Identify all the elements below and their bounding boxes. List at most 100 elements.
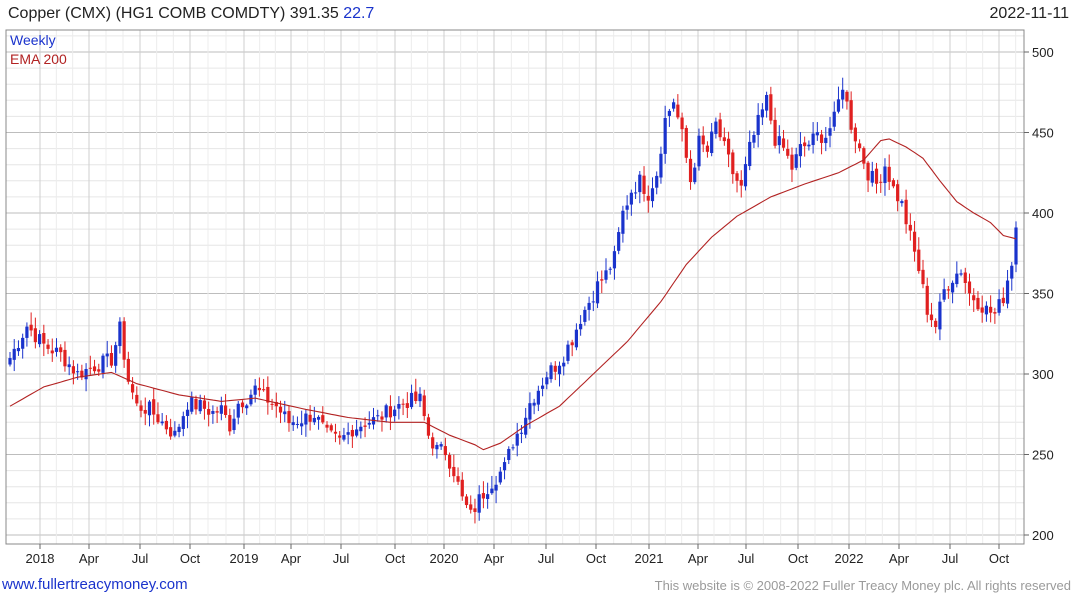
candle-body bbox=[684, 127, 688, 158]
candle-body bbox=[304, 413, 308, 425]
candle-body bbox=[88, 367, 92, 369]
candle-body bbox=[156, 414, 160, 423]
candle-body bbox=[422, 395, 426, 417]
candle-body bbox=[595, 281, 600, 304]
candle-body bbox=[760, 109, 764, 118]
candle-body bbox=[278, 406, 283, 413]
candle-body bbox=[270, 403, 274, 405]
candle-body bbox=[688, 158, 693, 183]
candle-body bbox=[811, 133, 815, 146]
chart-date: 2022-11-11 bbox=[989, 5, 1069, 22]
candle-body bbox=[629, 192, 633, 205]
x-tick-label: 2020 bbox=[430, 551, 459, 566]
candle-body bbox=[807, 144, 811, 147]
candle-body bbox=[773, 119, 777, 146]
candle-body bbox=[114, 345, 118, 366]
candle-body bbox=[92, 366, 97, 372]
candle-body bbox=[71, 366, 76, 374]
candle-body bbox=[583, 309, 587, 322]
candle-body bbox=[608, 268, 612, 270]
candle-body bbox=[540, 385, 545, 389]
candle-body bbox=[967, 281, 972, 294]
candle-body bbox=[781, 138, 786, 148]
candle-body bbox=[858, 143, 862, 149]
candle-body bbox=[874, 168, 879, 184]
candle-body bbox=[587, 302, 591, 310]
candle-body bbox=[198, 400, 202, 412]
candle-body bbox=[697, 135, 701, 167]
candle-body bbox=[498, 471, 502, 483]
candle-body bbox=[824, 137, 828, 144]
candle-body bbox=[80, 370, 84, 378]
candle-body bbox=[507, 448, 511, 461]
candle-body bbox=[147, 401, 152, 416]
candle-body bbox=[862, 148, 866, 164]
y-tick-label: 400 bbox=[1032, 206, 1054, 221]
candle-body bbox=[938, 301, 942, 330]
x-tick-label: Oct bbox=[180, 551, 201, 566]
candle-body bbox=[765, 94, 769, 111]
candle-body bbox=[739, 179, 743, 186]
candle-body bbox=[963, 272, 967, 284]
candle-body bbox=[329, 425, 333, 431]
candle-body bbox=[135, 394, 139, 404]
candle-body bbox=[798, 144, 803, 157]
candle-body bbox=[249, 394, 253, 405]
candle-body bbox=[393, 409, 397, 417]
candle-body bbox=[743, 164, 748, 187]
candle-body bbox=[342, 435, 346, 440]
site-link[interactable]: www.fullertreacymoney.com bbox=[2, 576, 188, 593]
candle-body bbox=[646, 195, 650, 201]
candle-body bbox=[659, 153, 663, 178]
candle-body bbox=[42, 333, 46, 344]
candle-body bbox=[236, 403, 240, 418]
candle-body bbox=[680, 117, 684, 130]
candle-body bbox=[579, 323, 583, 330]
candle-body bbox=[122, 321, 126, 360]
candle-body bbox=[557, 365, 562, 375]
candle-body bbox=[735, 173, 739, 181]
candle-body bbox=[46, 344, 50, 349]
candle-body bbox=[228, 415, 232, 432]
x-tick-label: Oct bbox=[385, 551, 406, 566]
candle-body bbox=[219, 405, 223, 414]
candle-body bbox=[435, 444, 439, 450]
candle-body bbox=[67, 364, 71, 368]
candle-body bbox=[240, 402, 245, 408]
candle-body bbox=[215, 411, 219, 413]
candle-body bbox=[549, 365, 553, 380]
candle-body bbox=[1005, 280, 1010, 304]
candle-body bbox=[443, 446, 447, 456]
candle-body bbox=[16, 347, 21, 352]
candle-body bbox=[993, 312, 997, 314]
legend-ema-200: EMA 200 bbox=[10, 51, 67, 67]
candle-body bbox=[866, 162, 870, 181]
candle-body bbox=[12, 348, 16, 360]
candle-body bbox=[295, 423, 300, 425]
candle-body bbox=[900, 201, 904, 204]
candle-body bbox=[511, 447, 515, 449]
candle-body bbox=[418, 393, 422, 402]
candle-body bbox=[705, 145, 710, 152]
x-tick-label: Apr bbox=[281, 551, 302, 566]
candle-body bbox=[883, 166, 887, 184]
candle-body bbox=[283, 411, 287, 415]
candle-body bbox=[896, 184, 900, 202]
candle-body bbox=[37, 334, 42, 345]
candle-body bbox=[338, 435, 342, 438]
candle-body bbox=[376, 415, 380, 417]
candle-body bbox=[25, 326, 29, 338]
candle-body bbox=[604, 270, 608, 280]
candle-body bbox=[139, 405, 143, 411]
candle-body bbox=[190, 397, 194, 412]
candle-body bbox=[502, 462, 507, 471]
candle-body bbox=[786, 148, 790, 156]
candle-body bbox=[486, 494, 490, 499]
x-tick-label: Apr bbox=[688, 551, 709, 566]
candle-body bbox=[672, 102, 676, 109]
candle-body bbox=[845, 91, 849, 102]
candle-body bbox=[536, 390, 540, 405]
candle-body bbox=[777, 136, 781, 146]
candle-body bbox=[464, 496, 469, 506]
candle-body bbox=[849, 100, 853, 130]
